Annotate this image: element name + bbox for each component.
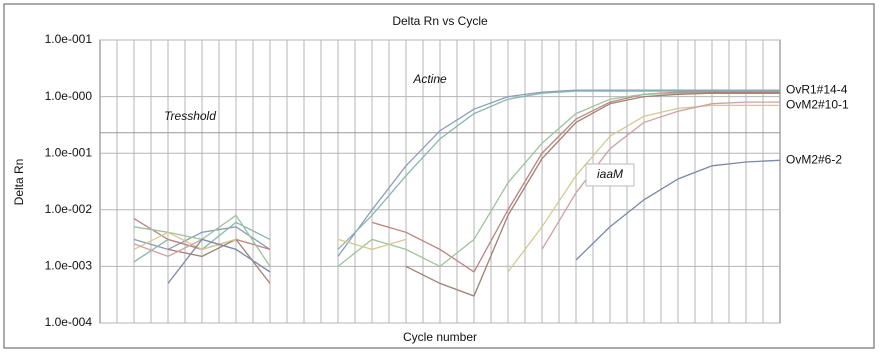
y-tick-label: 1.0e-001 — [45, 32, 93, 46]
annotation: Actine — [412, 72, 447, 86]
series-label: OvR1#14-4 — [786, 82, 848, 96]
y-tick-label: 1.0e-000 — [45, 89, 93, 103]
y-axis-label: Delta Rn — [12, 159, 26, 206]
series-line — [133, 89, 780, 257]
y-tick-label: 1.0e-002 — [45, 202, 93, 216]
annotation: Tresshold — [164, 109, 216, 123]
y-tick-label: 1.0e-004 — [45, 315, 93, 329]
annotation-box — [585, 163, 635, 187]
annotation: iaaM — [597, 167, 623, 181]
y-tick-label: 1.0e-003 — [45, 259, 93, 273]
series-label: OvM2#6-2 — [786, 152, 842, 166]
series-label: OvM2#10-1 — [786, 98, 849, 112]
chart-title: Delta Rn vs Cycle — [392, 14, 488, 28]
frame — [3, 3, 875, 349]
series-line — [167, 159, 781, 284]
x-axis-label: Cycle number — [403, 330, 477, 344]
y-tick-label: 1.0e-001 — [45, 145, 93, 159]
